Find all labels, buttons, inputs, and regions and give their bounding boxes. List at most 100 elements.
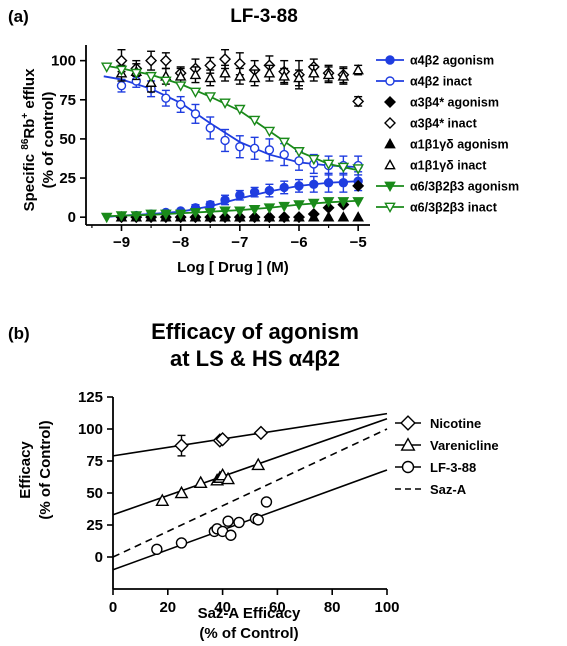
panel-a-point	[130, 68, 143, 80]
panel-a-legend-marker	[384, 137, 396, 149]
panel-a-point	[145, 209, 157, 221]
panel-b-point	[260, 496, 273, 508]
panel-a-point	[337, 70, 350, 81]
panel-a-point	[190, 109, 201, 119]
panel-a-point	[205, 199, 215, 210]
panel-a-xtick-label: −9	[113, 234, 130, 251]
panel-b-point	[155, 493, 170, 506]
panel-a-point	[352, 64, 364, 75]
panel-a-point	[219, 98, 231, 109]
panel-b-xtick-label: 80	[324, 599, 341, 616]
panel-a-point	[278, 201, 290, 213]
panel-a-point	[115, 211, 128, 222]
panel-a-point	[219, 67, 231, 78]
panel-a-point	[263, 126, 276, 138]
panel-a-point	[352, 95, 365, 108]
panel-b-ytick-label: 25	[86, 517, 103, 534]
panel-b-plot	[112, 412, 388, 571]
panel-a-legend-marker	[384, 158, 396, 170]
panel-a-axes: 0 25 50 75 100 −9 −8 −7 −6 −5	[51, 45, 370, 251]
panel-a-point	[323, 178, 334, 188]
panel-a-point	[235, 190, 245, 200]
panel-a-point	[204, 71, 217, 83]
panel-a-point	[145, 54, 158, 67]
panel-a-legend-marker	[384, 96, 396, 108]
panel-b-xtick-label: 40	[214, 599, 231, 616]
panel-b-point	[174, 438, 189, 453]
panel-b-subtitle: at LS & HS α4β2	[170, 346, 340, 371]
panel-a-series	[100, 62, 364, 175]
panel-a-ytick-label: 75	[59, 92, 76, 109]
panel-b-series	[112, 412, 388, 457]
panel-b-point	[252, 514, 264, 526]
panel-a-point	[337, 211, 350, 222]
panel-a-legend-label: α4β2 inact	[410, 75, 473, 89]
panel-a-point	[278, 137, 290, 149]
panel-a-point	[293, 147, 305, 158]
panel-a-series	[103, 74, 363, 176]
panel-b-ytick-label: 50	[86, 485, 103, 502]
panel-b-legend-label: Saz-A	[430, 482, 467, 497]
panel-a-point	[308, 154, 320, 166]
panel-a-point	[308, 198, 320, 210]
panel-a-legend-marker	[384, 202, 396, 214]
panel-a-point	[204, 208, 217, 219]
panel-a-ytick-label: 50	[59, 131, 76, 148]
panel-b-point	[215, 432, 230, 447]
panel-b-point	[221, 471, 236, 485]
panel-a-point	[352, 179, 365, 192]
panel-a-point	[219, 206, 231, 217]
panel-a-point	[145, 71, 157, 83]
panel-a-point	[115, 65, 128, 77]
panel-a-point	[130, 211, 143, 222]
panel-b-series	[112, 428, 388, 558]
panel-a-xtick-label: −7	[231, 234, 248, 251]
panel-b-ylabel-line2: (% of Control)	[37, 420, 54, 519]
panel-a-point	[248, 115, 261, 127]
panel-a-point	[279, 149, 289, 160]
panel-a-point	[278, 211, 290, 222]
panel-b-legend-marker	[400, 415, 416, 431]
panel-b-legend-marker	[401, 460, 415, 474]
panel-b-series	[112, 469, 388, 571]
panel-a-fit-line	[103, 64, 359, 172]
panel-a-point	[160, 209, 172, 221]
panel-b-ytick-label: 125	[78, 389, 103, 406]
panel-a-point	[263, 203, 276, 214]
panel-a-point	[308, 67, 320, 78]
panel-b-ylabel: Efficacy	[17, 441, 34, 499]
panel-a-point	[293, 200, 305, 211]
panel-b-fit-line	[112, 428, 388, 558]
panel-b-series	[112, 418, 388, 516]
panel-a-point	[219, 53, 232, 66]
panel-a-point	[174, 81, 187, 92]
panel-a-ylabel-line1: Specific 86Rb+ efflux	[20, 68, 38, 212]
panel-a-legend-marker	[384, 181, 396, 193]
panel-a-xtick-label: −8	[172, 234, 189, 251]
panel-a-point	[352, 164, 364, 175]
panel-a-point	[308, 211, 320, 222]
panel-a-point	[234, 70, 246, 81]
panel-a-point	[294, 156, 304, 166]
panel-a-series	[100, 197, 364, 224]
panel-a-point	[293, 211, 305, 222]
panel-a-point	[174, 209, 187, 221]
panel-a-xtick-label: −5	[350, 234, 367, 251]
panel-a-point	[338, 178, 349, 188]
panel-a-point	[248, 211, 261, 222]
panel-a-point	[189, 208, 202, 219]
panel-a-legend-label: α6/3β2β3 agonism	[410, 180, 519, 194]
panel-a-point	[249, 143, 260, 154]
panel-a-ytick-label: 25	[59, 170, 76, 187]
panel-b-xtick-label: 60	[269, 599, 286, 616]
panel-b-ytick-label: 0	[95, 549, 103, 566]
panel-a-legend-marker	[384, 117, 396, 129]
panel-a-point	[234, 104, 246, 116]
panel-a-point	[322, 159, 335, 170]
panel-a-legend-label: α4β2 agonism	[410, 54, 494, 68]
panel-a-point	[322, 197, 335, 208]
panel-a-point	[248, 204, 261, 216]
panel-b-legend: Nicotine Varenicline LF-3-88 Saz-A	[395, 415, 499, 497]
panel-a-point	[279, 182, 289, 193]
